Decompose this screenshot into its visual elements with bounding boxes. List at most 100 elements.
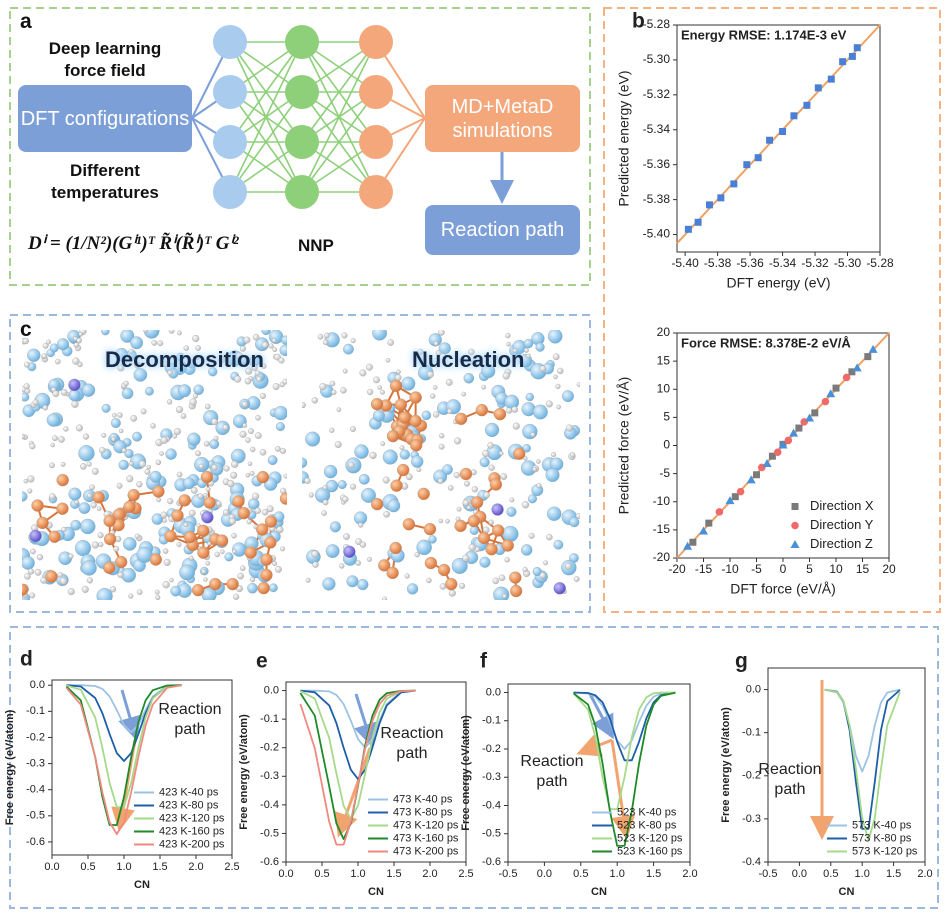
y-tick-label: -0.6 <box>260 856 279 868</box>
x-tick-label: 1.0 <box>855 868 870 880</box>
atom <box>244 546 257 559</box>
atom <box>71 400 79 408</box>
chart-title: Force RMSE: 8.378E-2 eV/Å <box>681 335 851 350</box>
y-tick-label: -0.3 <box>742 813 761 825</box>
atom <box>160 511 168 519</box>
formula: Dⁱ = (1/N²)(Gⁱ¹)ᵀ R̃ⁱ(R̃ⁱ)ᵀ Gⁱ² <box>28 233 239 254</box>
legend-label: 523 K-120 ps <box>617 832 683 844</box>
atom <box>390 479 403 492</box>
atom <box>126 475 134 483</box>
atom <box>532 466 538 472</box>
atom <box>386 566 399 580</box>
data-point <box>684 225 692 233</box>
y-axis-label: Predicted force (eV/Å) <box>616 377 632 515</box>
atom <box>453 472 460 479</box>
atom <box>259 392 266 400</box>
atom <box>36 553 44 561</box>
series-line <box>65 684 182 835</box>
legend-label: 473 K-160 ps <box>393 832 459 844</box>
atom <box>522 423 538 440</box>
plot-frame <box>285 681 467 863</box>
data-point <box>853 44 861 52</box>
data-point <box>868 344 878 353</box>
x-tick-label: 0 <box>780 562 787 576</box>
neuron <box>285 175 319 209</box>
atom <box>224 552 234 562</box>
atom <box>232 495 245 508</box>
neuron <box>213 75 247 109</box>
atom <box>150 423 156 429</box>
legend-label: 573 K-120 ps <box>852 845 918 857</box>
atom <box>252 333 260 341</box>
atom <box>399 449 410 460</box>
atom <box>272 347 278 353</box>
atom <box>522 567 528 573</box>
atom <box>329 380 336 387</box>
y-tick-label: -0.4 <box>482 799 501 811</box>
neuron <box>213 25 247 59</box>
atom <box>73 342 80 348</box>
atom <box>269 583 278 593</box>
atom <box>134 361 141 369</box>
data-point <box>848 368 856 376</box>
atom <box>268 343 274 349</box>
atom <box>424 556 438 570</box>
atom <box>52 435 58 442</box>
atom <box>437 563 451 577</box>
atom <box>45 570 58 583</box>
atom <box>322 577 336 591</box>
y-tick-label: 0 <box>663 438 670 452</box>
atom <box>575 513 580 519</box>
atom <box>264 515 278 528</box>
atom <box>276 526 284 534</box>
atom <box>114 347 129 362</box>
atom <box>535 342 545 352</box>
atom <box>373 376 380 384</box>
data-point <box>778 440 788 449</box>
y-tick-label: -0.5 <box>260 827 279 839</box>
data-point <box>789 428 799 437</box>
atom <box>261 363 267 369</box>
atom <box>435 350 442 356</box>
x-tick-label: 2.0 <box>422 868 437 880</box>
atom <box>192 393 198 399</box>
atom <box>553 582 566 595</box>
atom <box>129 461 134 466</box>
atom <box>492 524 505 537</box>
atom <box>30 548 36 555</box>
atom <box>195 450 201 457</box>
x-tick-label: 1.0 <box>350 868 365 880</box>
atom <box>468 348 475 356</box>
atom <box>532 404 548 420</box>
atom <box>144 468 151 475</box>
atom <box>417 487 430 500</box>
atom <box>101 330 110 336</box>
atom <box>406 583 419 595</box>
atom <box>275 422 285 432</box>
atom <box>198 463 205 470</box>
atom <box>195 345 201 351</box>
x-tick-label: 1.5 <box>152 861 167 873</box>
atom <box>311 550 319 558</box>
atom <box>183 530 197 544</box>
atom <box>280 447 286 454</box>
atom <box>49 462 55 469</box>
data-point <box>811 409 819 417</box>
x-tick-label: 1.0 <box>610 868 625 880</box>
atom <box>193 384 204 396</box>
atom <box>235 352 243 360</box>
neuron <box>285 125 319 159</box>
atom <box>468 543 476 552</box>
atom <box>573 576 580 582</box>
neuron <box>285 25 319 59</box>
atom <box>251 365 258 371</box>
connector <box>301 41 377 143</box>
y-tick-label: -0.5 <box>482 828 501 840</box>
atom <box>539 365 547 372</box>
atom <box>218 356 226 364</box>
atom <box>433 341 439 347</box>
atom <box>209 439 220 450</box>
atom <box>177 330 182 336</box>
atom <box>244 377 252 385</box>
